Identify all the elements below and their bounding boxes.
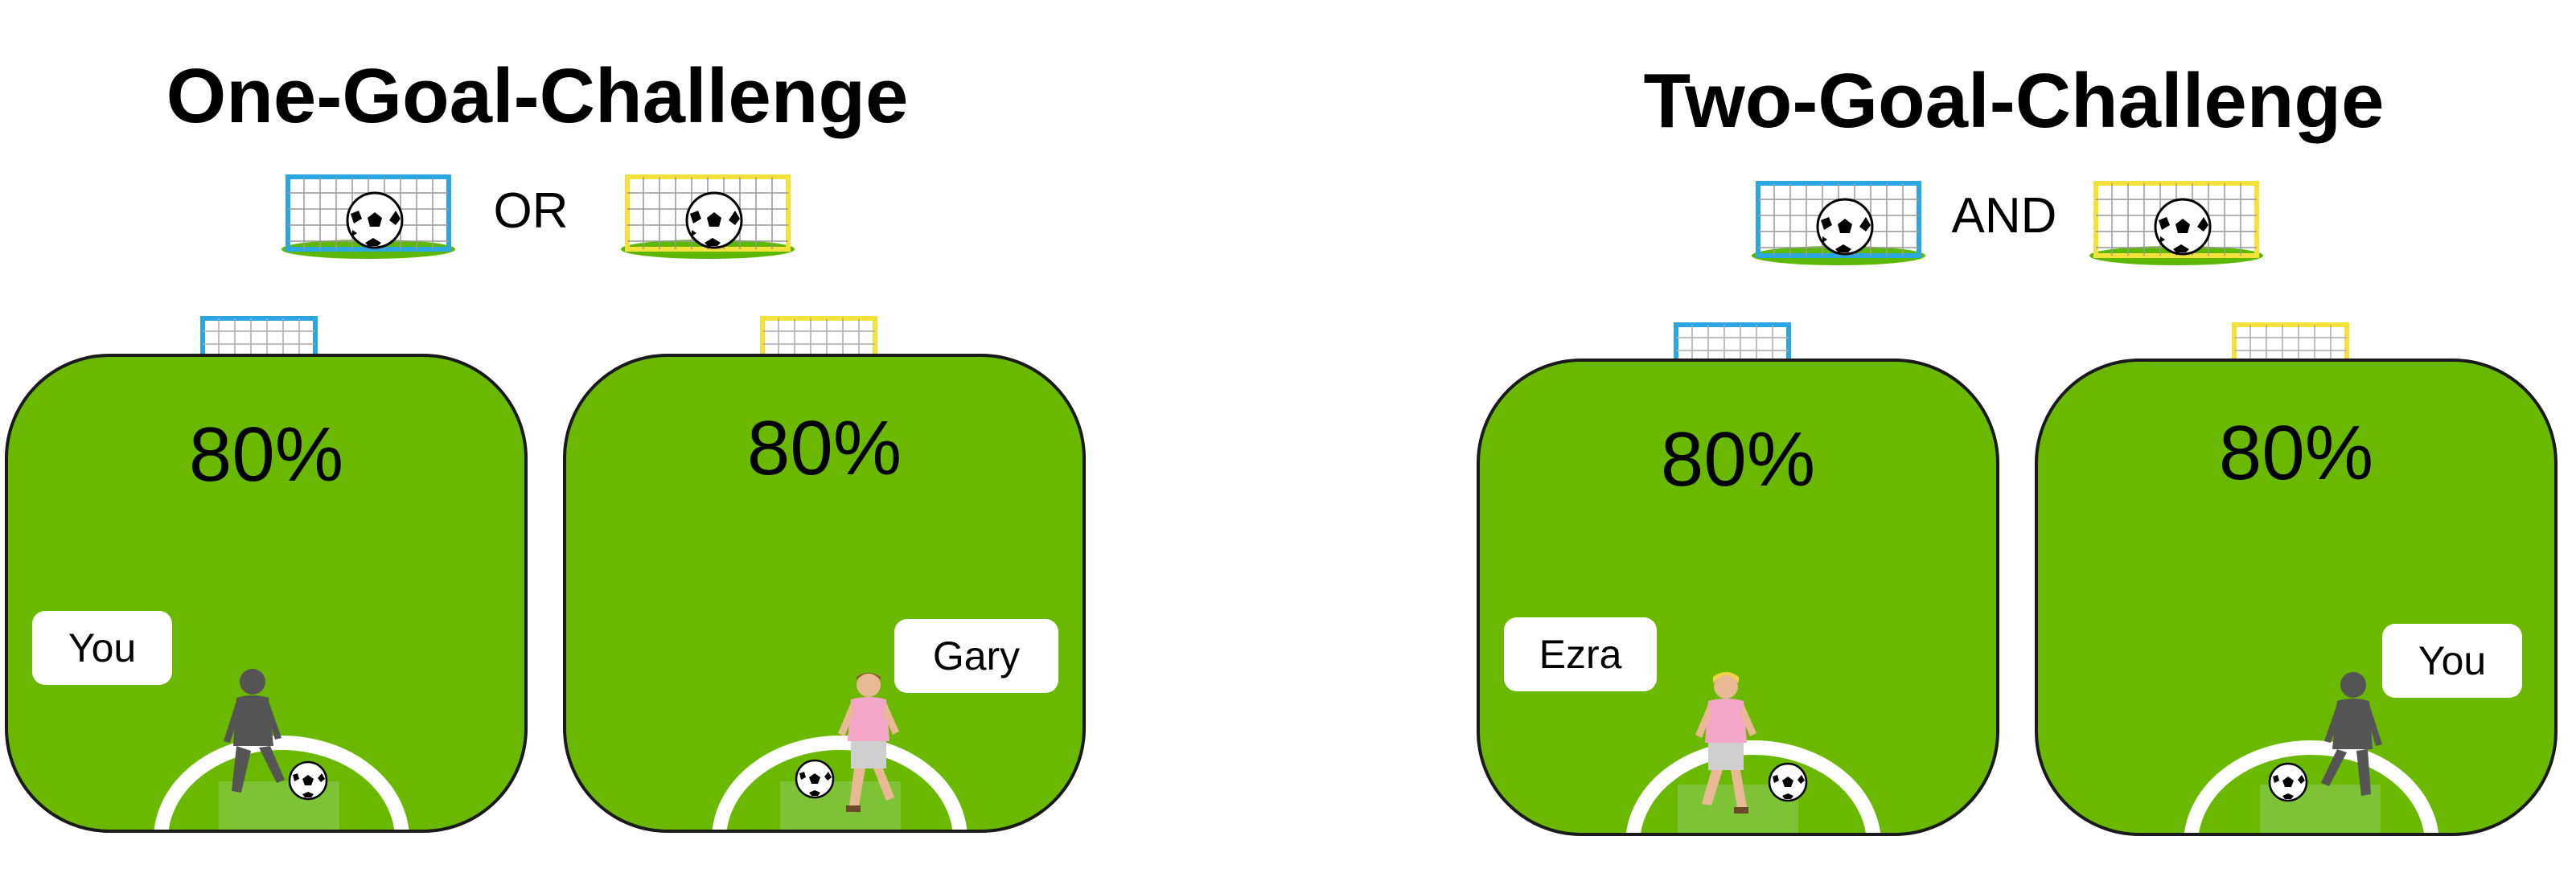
- field-one-goal-yellow: 80% Gary: [563, 354, 1086, 833]
- success-percent: 80%: [2218, 410, 2374, 496]
- soccer-ball-icon: [795, 759, 835, 799]
- field-two-goal-blue: 80% Ezra: [1477, 359, 1999, 836]
- blue-goal-with-ball-icon: [1752, 181, 1925, 265]
- success-percent: 80%: [746, 405, 902, 491]
- success-percent: 80%: [1660, 416, 1816, 502]
- one-goal-challenge-title: One-Goal-Challenge: [166, 53, 909, 139]
- two-goal-challenge-title: Two-Goal-Challenge: [1643, 58, 2385, 144]
- shadow-player-icon: [2321, 672, 2382, 796]
- player-label: Ezra: [1504, 617, 1657, 691]
- player-label: Gary: [894, 619, 1058, 693]
- kid-player-blonde-icon: [1695, 672, 1756, 814]
- player-label: You: [32, 611, 172, 685]
- field-two-goal-yellow: 80% You: [2035, 359, 2558, 836]
- and-conjunction: AND: [1951, 188, 2057, 244]
- soccer-ball-icon: [2268, 762, 2308, 802]
- player-label: You: [2382, 624, 2522, 698]
- success-percent: 80%: [188, 412, 344, 498]
- soccer-ball-icon: [1768, 762, 1808, 802]
- blue-goal-with-ball-icon: [281, 174, 455, 259]
- or-conjunction: OR: [493, 183, 569, 239]
- soccer-ball-icon: [288, 760, 328, 801]
- shadow-player-icon: [224, 669, 285, 793]
- yellow-goal-with-ball-icon: [2089, 181, 2263, 265]
- field-one-goal-blue: 80% You: [5, 354, 528, 833]
- kid-player-icon: [838, 673, 899, 812]
- yellow-goal-with-ball-icon: [621, 174, 795, 259]
